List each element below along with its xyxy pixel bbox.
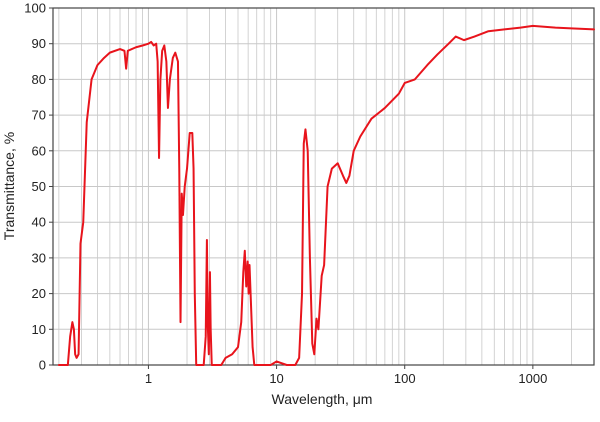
y-tick-label: 70 — [32, 108, 46, 123]
y-tick-label: 100 — [24, 1, 46, 16]
y-tick-label: 80 — [32, 72, 46, 87]
y-tick-label: 50 — [32, 179, 46, 194]
x-tick-label: 10 — [269, 371, 283, 386]
y-tick-label: 20 — [32, 286, 46, 301]
series-layer — [57, 24, 595, 366]
x-tick-label: 1000 — [518, 371, 547, 386]
y-tick-label: 90 — [32, 36, 46, 51]
y-axis-label: Transmittance, % — [1, 132, 17, 240]
y-tick-label: 40 — [32, 215, 46, 230]
y-tick-label: 0 — [39, 358, 46, 373]
x-axis-label: Wavelength, μm — [272, 391, 373, 407]
x-tick-label: 100 — [394, 371, 416, 386]
x-tick-label: 1 — [145, 371, 152, 386]
transmittance-series-line — [57, 24, 595, 366]
y-tick-label: 30 — [32, 250, 46, 265]
y-tick-label: 10 — [32, 322, 46, 337]
y-tick-label: 60 — [32, 143, 46, 158]
